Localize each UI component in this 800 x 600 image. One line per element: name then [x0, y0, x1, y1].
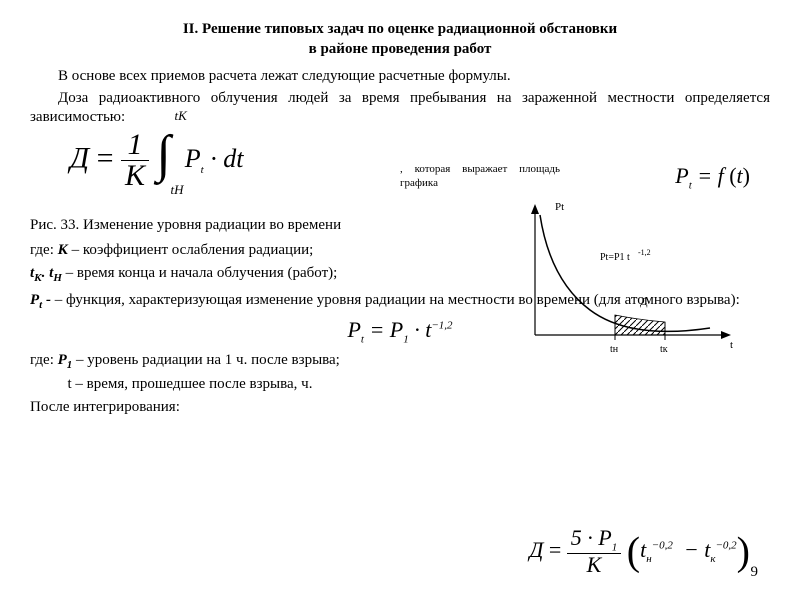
x-axis-label: t [730, 339, 733, 351]
y-axis-label: Pt [555, 201, 564, 213]
def-time: t – время, прошедшее после взрыва, ч. [30, 375, 770, 395]
int-upper: tК [175, 108, 187, 125]
radiation-decay-graph: Pt t tн tк Д Pt=P1 t -1,2 [510, 200, 740, 360]
formula-final-dose: Д = 5 · P1 K (tн−0,2 − tк−0,2) [529, 527, 750, 576]
tick-tn: tн [610, 344, 619, 355]
integral-icon: ∫ [157, 126, 171, 183]
area-label: Д [640, 296, 648, 308]
formula-dose-integral: Д = 1 K tК ∫ tН Pt · dt [70, 130, 270, 210]
t-n: н [646, 553, 651, 565]
paragraph-1: В основе всех приемов расчета лежат след… [30, 67, 770, 87]
paragraph-2: Доза радиоактивного облучения людей за в… [30, 89, 770, 128]
curve-eq: Pt=P1 t [600, 252, 630, 263]
title-line-2: в районе проведения работ [30, 40, 770, 60]
int-lower: tН [171, 182, 184, 199]
note-graph-area: , которая выражает площадь графика [400, 162, 560, 191]
formula-pt-ft: Pt = f (t) [675, 162, 750, 193]
curve-exp: -1,2 [638, 248, 651, 257]
frac-den: K [121, 160, 149, 191]
frac-num: 1 [121, 130, 149, 160]
t-k: к [710, 553, 715, 565]
tick-tk: tк [660, 344, 668, 355]
title-line-1: II. Решение типовых задач по оценке ради… [30, 20, 770, 40]
page-number: 9 [751, 563, 759, 583]
lhs-D: Д [70, 141, 89, 174]
after-integration: После интегрирования: [30, 398, 770, 418]
